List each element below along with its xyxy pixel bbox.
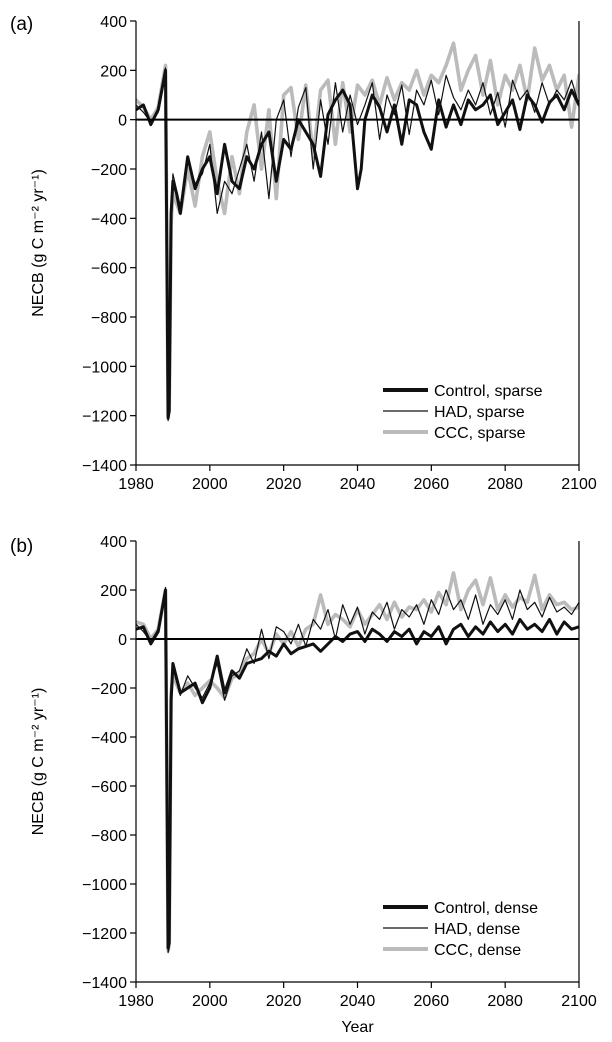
legend-label: Control, dense xyxy=(434,900,538,917)
x-tick-label: 2080 xyxy=(487,993,523,1010)
y-tick-label: 200 xyxy=(100,63,127,80)
x-tick-label: 2100 xyxy=(561,993,597,1010)
panel-b: (b) 4002000−200−400−600−800−1000−1200−140… xyxy=(10,534,597,1036)
y-tick-label: 200 xyxy=(100,583,127,600)
series-line-had-sparse xyxy=(136,67,579,422)
y-tick-label: −1000 xyxy=(82,877,127,894)
x-tick-label: 2060 xyxy=(414,993,450,1010)
y-tick-label: 0 xyxy=(118,632,127,649)
y-tick-label: −600 xyxy=(91,261,127,278)
x-tick-label: 2020 xyxy=(266,993,302,1010)
panel-label: (b) xyxy=(10,536,33,557)
y-tick-label: −200 xyxy=(91,681,127,698)
y-tick-label: −600 xyxy=(91,779,127,796)
y-tick-label: 0 xyxy=(118,113,127,130)
legend-label: HAD, dense xyxy=(434,921,520,938)
x-axis-label: Year xyxy=(341,1019,374,1036)
y-tick-label: −1400 xyxy=(82,975,127,992)
x-tick-label: 2000 xyxy=(192,993,228,1010)
series-line-had-dense xyxy=(136,586,579,954)
series-line-ccc-dense xyxy=(136,571,579,952)
x-tick-label: 2060 xyxy=(414,476,450,493)
x-tick-label: 1980 xyxy=(118,476,154,493)
x-tick-label: 2000 xyxy=(192,476,228,493)
y-tick-label: −800 xyxy=(91,310,127,327)
panel-label: (a) xyxy=(10,14,33,35)
y-axis-label: NECB (g C m⁻² yr⁻¹) xyxy=(30,688,47,836)
x-tick-label: 2080 xyxy=(487,476,523,493)
series-line-control-dense xyxy=(136,588,579,950)
y-tick-label: −400 xyxy=(91,211,127,228)
y-tick-label: −1200 xyxy=(82,409,127,426)
x-tick-label: 2020 xyxy=(266,476,302,493)
x-tick-label: 1980 xyxy=(118,993,154,1010)
x-tick-label: 2040 xyxy=(340,993,376,1010)
x-tick-label: 2040 xyxy=(340,476,376,493)
y-tick-label: −1400 xyxy=(82,458,127,475)
legend-label: CCC, sparse xyxy=(434,425,526,442)
legend-label: Control, sparse xyxy=(434,383,543,400)
y-axis-label: NECB (g C m⁻² yr⁻¹) xyxy=(30,169,47,317)
y-tick-label: −200 xyxy=(91,162,127,179)
legend-label: CCC, dense xyxy=(434,942,521,959)
legend-label: HAD, sparse xyxy=(434,404,525,421)
y-tick-label: −400 xyxy=(91,730,127,747)
y-tick-label: 400 xyxy=(100,14,127,31)
y-tick-label: −1200 xyxy=(82,926,127,943)
y-tick-label: −800 xyxy=(91,828,127,845)
x-tick-label: 2100 xyxy=(561,476,597,493)
y-tick-label: 400 xyxy=(100,534,127,551)
series-line-ccc-sparse xyxy=(136,41,579,418)
y-tick-label: −1000 xyxy=(82,359,127,376)
panel-a: (a) 4002000−200−400−600−800−1000−1200−140… xyxy=(10,14,597,493)
